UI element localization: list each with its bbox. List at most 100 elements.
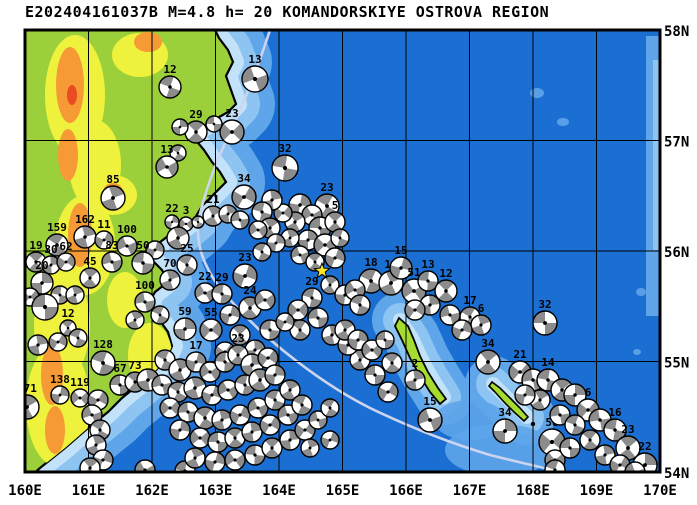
ball-center-dot [270,198,274,202]
ball-quadrants [186,352,206,372]
ball-center-dot [573,423,577,427]
ball-quadrants [418,408,442,432]
ball-center-dot [283,320,287,324]
ball-quadrants [350,295,370,315]
ball-outline [155,155,179,179]
ball-outline [101,251,123,273]
ball-center-dot [238,333,242,337]
ball-center-dot [243,383,247,387]
ball-center-dot [101,361,105,365]
ball-quadrants [253,243,271,261]
ball-outline [377,381,399,403]
ball-center-dot [266,356,270,360]
focal-mechanism: 15 [389,244,413,280]
ball-outline [79,457,101,472]
ball-outline [291,394,313,416]
ball-outline [211,283,233,305]
lon-label: 167E [453,483,487,499]
ball-outline [231,184,257,210]
ball-quadrants [564,384,586,406]
ball-center-dot [184,222,188,226]
focal-mechanism: 100 [134,279,156,313]
ball-center-dot [316,316,320,320]
ball-center-dot [64,260,68,264]
depth-label: 6 [585,386,592,399]
depth-label: 171 [17,382,37,395]
focal-mechanism: 2 [404,357,426,391]
ball-quadrants [248,398,268,418]
ball-center-dot [94,443,98,447]
ball-quadrants [171,145,185,161]
focal-mechanism [68,328,88,348]
ball-outline [320,275,340,295]
lon-label: 161E [72,483,106,499]
ball-center-dot [178,125,182,129]
ball-center-dot [90,413,94,417]
ball-center-dot [288,388,292,392]
ball-outline [48,332,68,352]
depth-label: 62 [59,240,72,253]
focal-mechanism [305,252,325,272]
ball-outline [145,240,165,260]
lat-label: 57N [664,135,689,151]
lon-label: 168E [516,483,550,499]
ball-center-dot [168,406,172,410]
main-event-star [313,261,331,279]
ball-center-dot [42,304,48,310]
ball-quadrants [390,257,412,279]
ball-center-dot [386,390,390,394]
ball-center-dot [399,266,403,270]
ball-quadrants [42,256,60,274]
ball-center-dot [370,348,374,352]
focal-mechanism [183,376,207,400]
focal-mechanism [563,383,587,407]
focal-mechanism [320,430,340,450]
ball-outline [205,115,223,133]
lon-label: 164E [262,483,296,499]
ball-quadrants [471,315,491,335]
ball-quadrants [225,451,245,469]
ball-outline [475,349,501,375]
ball-quadrants [264,438,280,458]
ball-center-dot [56,340,60,344]
ball-outline [100,185,126,211]
depth-label: 85 [106,173,119,186]
ball-center-dot [300,403,304,407]
ball-center-dot [343,328,347,332]
ball-quadrants [327,212,343,232]
ball-center-dot [178,368,182,372]
ball-center-dot [96,398,100,402]
focal-mechanism [594,444,616,466]
ball-quadrants [88,391,108,409]
ball-center-dot [568,446,572,450]
depth-label: 34 [498,406,512,419]
ball-quadrants [360,269,382,293]
ball-quadrants [185,448,205,468]
depth-label: 29 [305,275,318,288]
ball-center-dot [110,260,114,264]
ball-outline [417,270,439,292]
focal-mechanism [254,289,276,311]
ball-outline [320,398,340,418]
ball-center-dot [210,393,214,397]
depth-label: 14 [541,356,555,369]
ball-outline [492,418,518,444]
depth-label: 22 [198,270,211,283]
focal-mechanism: 12 [434,267,458,303]
focal-mechanism: 23 [219,107,245,145]
ball-center-dot [101,458,105,462]
ball-center-dot [268,423,272,427]
ball-quadrants [245,445,265,465]
ball-center-dot [256,228,260,232]
depth-label: 21 [513,348,527,361]
ball-outline [307,307,329,329]
ball-outline [125,310,145,330]
ball-center-dot [163,358,167,362]
focal-mechanism [266,233,286,253]
focal-mechanism [252,242,272,262]
depth-label: 20 [35,259,48,272]
ball-outline [381,352,403,374]
ball-center-dot [270,446,274,450]
ball-center-dot [176,390,180,394]
